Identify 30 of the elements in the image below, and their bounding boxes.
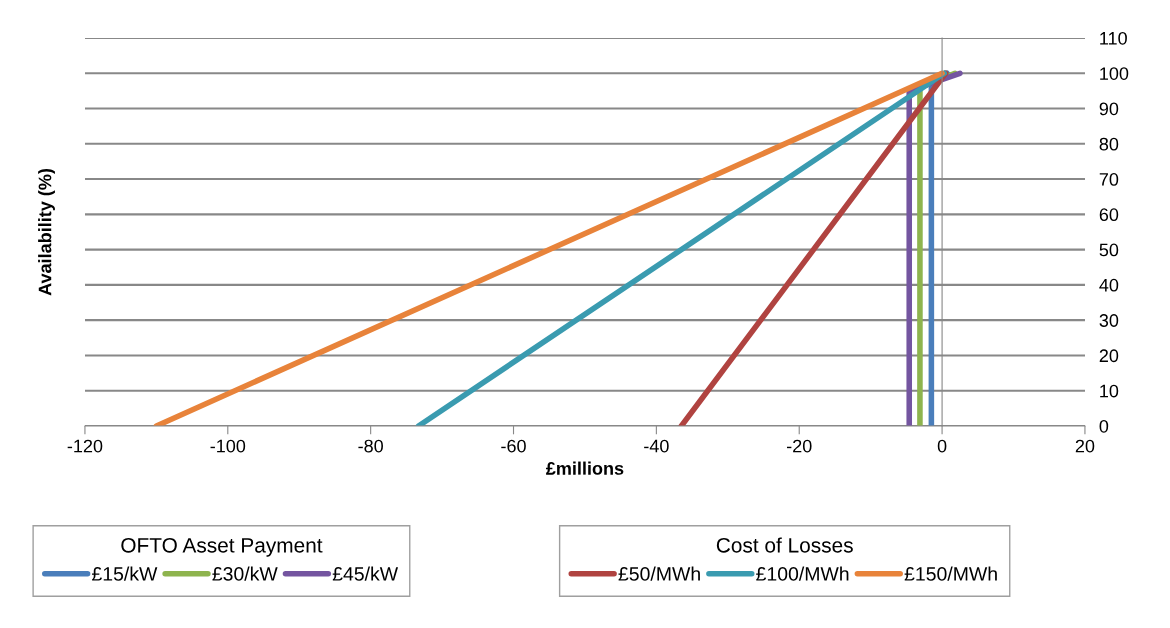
y-tick-label: 40 (1099, 278, 1119, 292)
text: OFTO Asset Payment (121, 537, 323, 557)
y-tick-label: 110 (1100, 31, 1127, 45)
y-tick-label: 50 (1099, 243, 1119, 257)
legend-label: £45/kW (332, 566, 399, 581)
y-tick-label: 10 (1100, 384, 1119, 398)
y-tick-label: 90 (1099, 102, 1119, 116)
text: Cost of Losses (716, 537, 853, 553)
legend-label: £30/kW (212, 566, 278, 581)
y-tick-label: 20 (1099, 349, 1119, 363)
y-axis-title: Availability (%) (38, 169, 55, 296)
y-tick-label: 80 (1099, 137, 1119, 151)
legend-label: £50/MWh (618, 566, 700, 581)
y-tick-label: 60 (1099, 208, 1119, 222)
x-tick-label: 0 (937, 439, 947, 453)
y-tick-label: 70 (1099, 173, 1119, 186)
y-tick-label: 30 (1099, 314, 1119, 327)
y-tick-label: 0 (1099, 419, 1109, 433)
x-tick-label: -40 (644, 439, 669, 453)
legend-label: £15/kW (92, 566, 158, 581)
x-axis-title: £millions (546, 461, 624, 475)
x-tick-label: -100 (210, 439, 246, 453)
legend-label: £150/MWh (904, 566, 997, 581)
x-tick-label: -120 (67, 439, 103, 453)
x-tick-label: 20 (1075, 439, 1095, 453)
legend-label: £100/MWh (756, 566, 849, 581)
y-tick-label: 100 (1100, 67, 1129, 80)
x-tick-label: -60 (501, 439, 526, 453)
x-tick-label: -20 (786, 439, 812, 453)
x-tick-label: -80 (358, 439, 383, 453)
